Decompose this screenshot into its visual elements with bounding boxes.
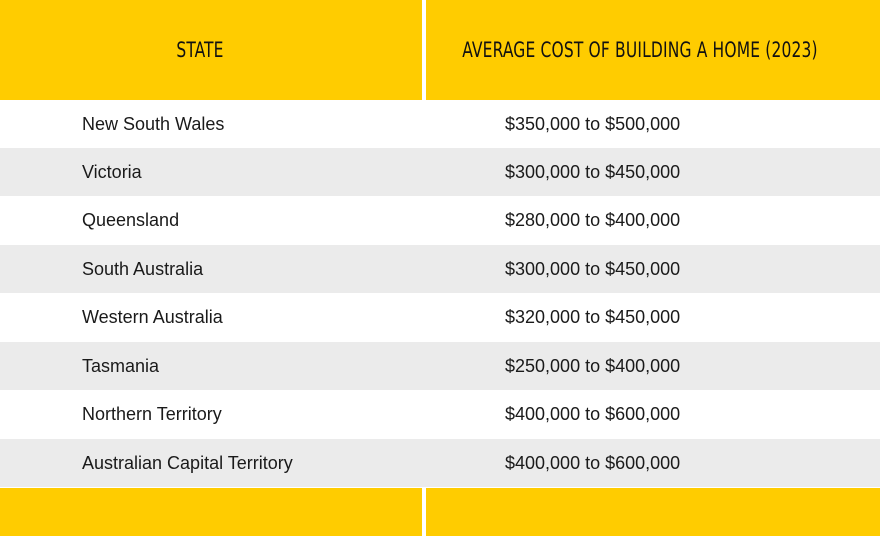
cost-cell: $320,000 to $450,000	[505, 307, 681, 327]
column-header-cost: AVERAGE COST OF BUILDING A HOME (2023)	[462, 38, 818, 62]
footer-column-divider	[422, 488, 426, 536]
table-row: Victoria $300,000 to $450,000	[0, 148, 880, 196]
cost-cell: $280,000 to $400,000	[505, 210, 681, 230]
state-cell: New South Wales	[82, 114, 225, 134]
table-header: STATE AVERAGE COST OF BUILDING A HOME (2…	[0, 0, 880, 100]
cost-cell: $400,000 to $600,000	[505, 453, 681, 473]
table-row: Queensland $280,000 to $400,000	[0, 196, 880, 244]
table-row: Northern Territory $400,000 to $600,000	[0, 390, 880, 438]
cost-cell: $300,000 to $450,000	[505, 259, 681, 279]
state-cell: Northern Territory	[82, 404, 222, 424]
header-column-divider	[422, 0, 426, 100]
state-cell: Tasmania	[82, 356, 160, 376]
state-cell: Western Australia	[82, 307, 223, 327]
table-row: New South Wales $350,000 to $500,000	[0, 100, 880, 148]
state-cell: Queensland	[82, 210, 180, 230]
cost-cell: $400,000 to $600,000	[505, 404, 681, 424]
state-cell: Australian Capital Territory	[82, 453, 293, 473]
state-cell: Victoria	[82, 162, 142, 182]
table-row: Western Australia $320,000 to $450,000	[0, 293, 880, 341]
cost-cell: $350,000 to $500,000	[505, 114, 681, 134]
table-row: South Australia $300,000 to $450,000	[0, 245, 880, 293]
state-cell: South Australia	[82, 259, 204, 279]
cost-cell: $300,000 to $450,000	[505, 162, 681, 182]
column-header-state: STATE	[176, 38, 224, 62]
table-footer	[0, 488, 880, 536]
table-row: Tasmania $250,000 to $400,000	[0, 342, 880, 390]
table-row: Australian Capital Territory $400,000 to…	[0, 439, 880, 487]
cost-cell: $250,000 to $400,000	[505, 356, 681, 376]
